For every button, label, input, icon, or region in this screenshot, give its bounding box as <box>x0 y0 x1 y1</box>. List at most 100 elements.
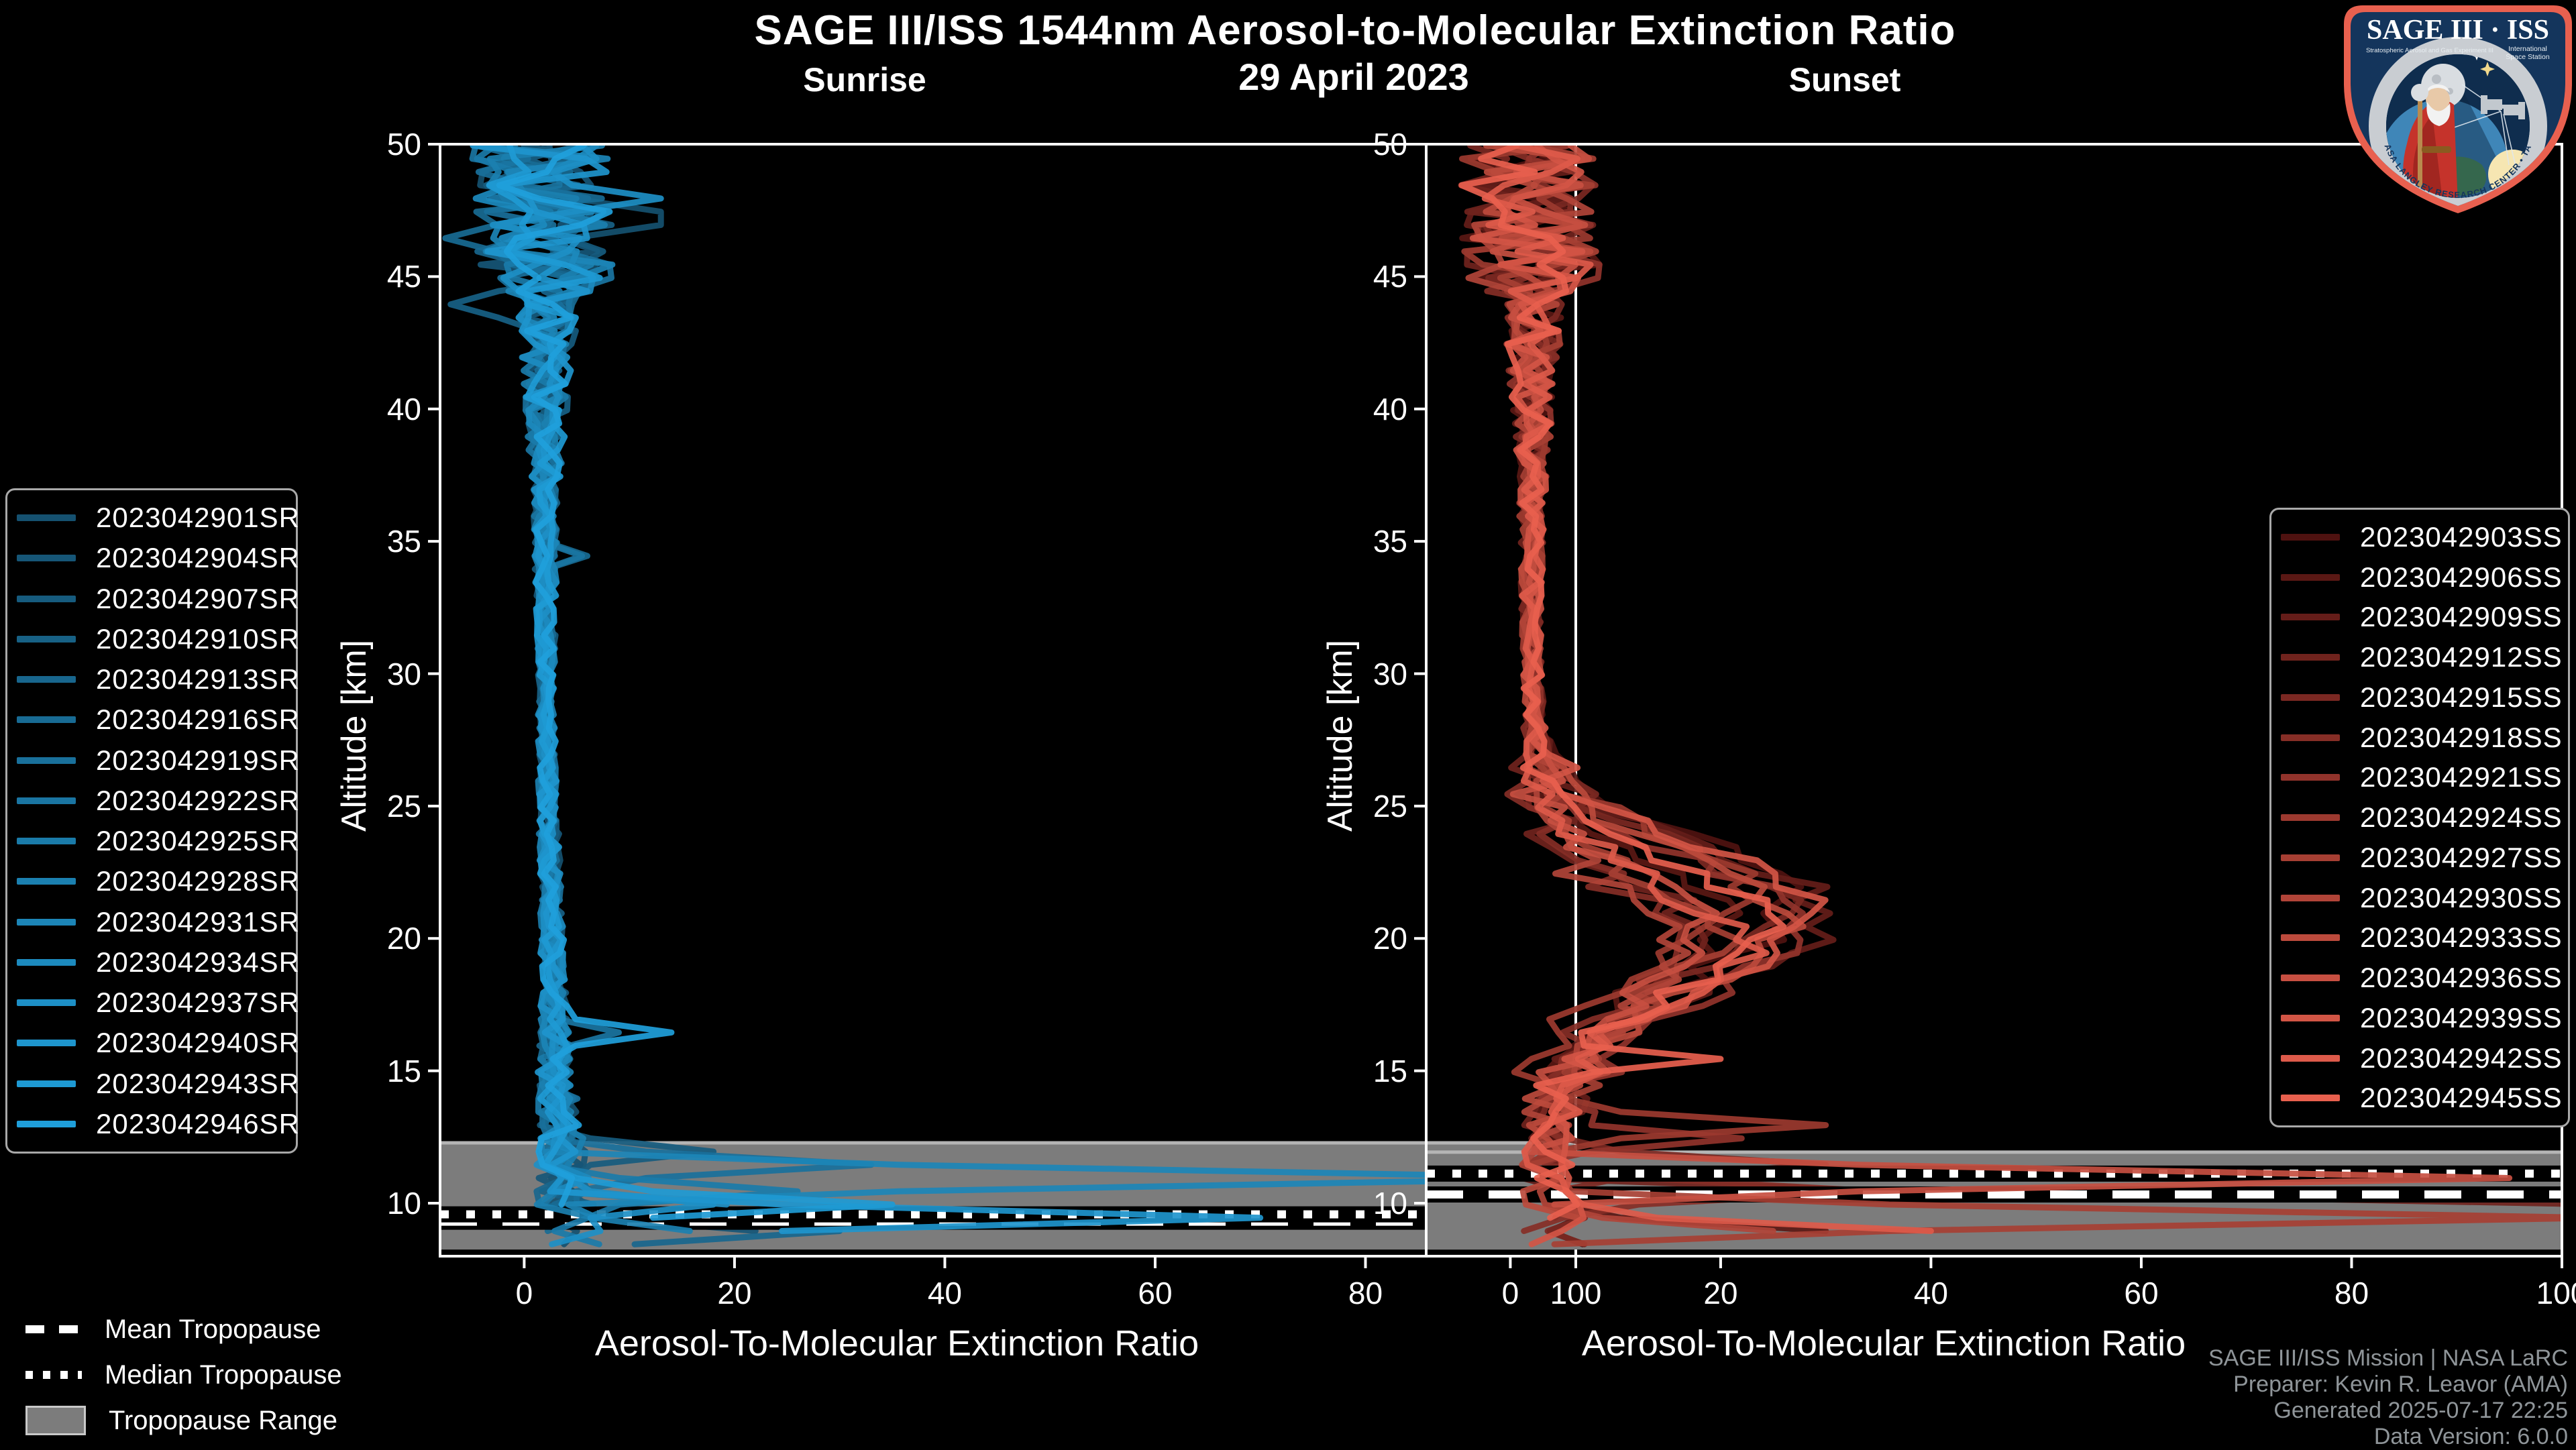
y-tick-label: 15 <box>342 1053 421 1089</box>
xlabel-sunset: Aerosol-To-Molecular Extinction Ratio <box>1582 1323 2186 1364</box>
legend-series-label: 2023042934SR <box>96 946 300 979</box>
x-tick-label: 0 <box>516 1275 533 1311</box>
date-subtitle: 29 April 2023 <box>1238 55 1468 99</box>
y-tick-label: 50 <box>342 126 421 162</box>
series-color-swatch <box>17 797 76 804</box>
series-color-swatch <box>2281 854 2340 861</box>
y-tick-label: 35 <box>1328 523 1407 559</box>
figure-title: SAGE III/ISS 1544nm Aerosol-to-Molecular… <box>754 7 1955 54</box>
legend-item: 2023042942SS <box>2271 1039 2568 1078</box>
attribution-block: SAGE III/ISS Mission | NASA LaRC Prepare… <box>2208 1345 2568 1450</box>
series-color-swatch <box>17 1121 76 1127</box>
legend-series-label: 2023042910SR <box>96 623 300 655</box>
panel-title-sunset: Sunset <box>1789 60 1901 99</box>
series-color-swatch <box>2281 814 2340 821</box>
panel-sunrise <box>440 146 1597 1249</box>
series-color-swatch <box>2281 1015 2340 1021</box>
series-color-swatch <box>2281 534 2340 541</box>
legend-series-label: 2023042936SS <box>2360 962 2563 994</box>
legend-series-label: 2023042918SS <box>2360 722 2563 754</box>
legend-series-label: 2023042937SR <box>96 987 300 1019</box>
profile-line-2023042904SR <box>480 146 755 1231</box>
series-color-swatch <box>17 1080 76 1087</box>
legend-series-label: 2023042945SS <box>2360 1082 2563 1114</box>
legend-item: 2023042924SS <box>2271 798 2568 837</box>
series-color-swatch <box>2281 974 2340 981</box>
legend-series-label: 2023042916SR <box>96 704 300 736</box>
y-tick-label: 35 <box>342 523 421 559</box>
legend-item-tropopause-range: Tropopause Range <box>20 1398 342 1443</box>
y-tick-label: 50 <box>1328 126 1407 162</box>
legend-series-label: 2023042942SS <box>2360 1042 2563 1074</box>
legend-item: 2023042903SS <box>2271 518 2568 557</box>
logo-title: SAGE III · ISS <box>2367 15 2549 46</box>
legend-series-label: 2023042906SS <box>2360 561 2563 594</box>
profile-line-2023042928SR <box>486 146 690 1231</box>
series-color-swatch <box>2281 654 2340 661</box>
legend-item: 2023042937SR <box>7 983 296 1022</box>
legend-item: 2023042925SR <box>7 822 296 860</box>
tropopause-legend: Mean Tropopause Median Tropopause Tropop… <box>20 1306 342 1443</box>
logo-subtitle-right-1: International <box>2508 45 2547 53</box>
legend-series-label: 2023042928SR <box>96 865 300 897</box>
legend-series-label: 2023042919SR <box>96 744 300 777</box>
legend-item: 2023042943SR <box>7 1064 296 1103</box>
legend-item: 2023042918SS <box>2271 718 2568 757</box>
legend-series-label: 2023042922SR <box>96 785 300 817</box>
y-tick-label: 25 <box>1328 788 1407 824</box>
legend-item: 2023042945SS <box>2271 1078 2568 1117</box>
mission-credit: SAGE III/ISS Mission | NASA LaRC <box>2208 1345 2568 1372</box>
x-tick-label: 20 <box>717 1275 751 1311</box>
legend-series-label: 2023042907SR <box>96 583 300 615</box>
legend-item: 2023042912SS <box>2271 638 2568 677</box>
y-tick-label: 20 <box>342 920 421 956</box>
y-tick-label: 40 <box>342 391 421 427</box>
dotted-line-swatch <box>25 1371 82 1379</box>
y-tick-label: 10 <box>1328 1185 1407 1221</box>
legend-item: 2023042940SR <box>7 1023 296 1062</box>
legend-series-label: 2023042946SR <box>96 1108 300 1140</box>
legend-series-label: 2023042943SR <box>96 1068 300 1100</box>
legend-series-label: 2023042921SS <box>2360 761 2563 793</box>
legend-item: 2023042931SR <box>7 903 296 942</box>
x-tick-label: 80 <box>1348 1275 1383 1311</box>
series-color-swatch <box>17 636 76 643</box>
x-tick-label: 20 <box>1703 1275 1737 1311</box>
logo-subtitle-left: Stratospheric Aerosol and Gas Experiment… <box>2366 47 2493 54</box>
legend-item: 2023042921SS <box>2271 758 2568 797</box>
x-tick-label: 100 <box>2536 1275 2576 1311</box>
legend-series-label: 2023042912SS <box>2360 641 2563 673</box>
axes-frame <box>440 144 1576 1256</box>
series-color-swatch <box>17 838 76 844</box>
series-color-swatch <box>2281 1055 2340 1062</box>
legend-item: 2023042933SS <box>2271 918 2568 957</box>
legend-item: 2023042934SR <box>7 943 296 982</box>
dashed-line-swatch <box>25 1325 82 1333</box>
series-color-swatch <box>2281 895 2340 901</box>
series-color-swatch <box>17 514 76 521</box>
legend-series-label: 2023042904SR <box>96 542 300 574</box>
legend-item: 2023042927SS <box>2271 838 2568 877</box>
series-color-swatch <box>17 919 76 926</box>
legend-item: 2023042930SS <box>2271 879 2568 917</box>
series-color-swatch <box>2281 734 2340 741</box>
series-color-swatch <box>17 1040 76 1046</box>
y-tick-label: 25 <box>342 788 421 824</box>
data-version: Data Version: 6.0.0 <box>2208 1424 2568 1450</box>
series-color-swatch <box>17 676 76 683</box>
series-color-swatch <box>2281 1095 2340 1101</box>
y-tick-label: 20 <box>1328 920 1407 956</box>
legend-item: 2023042922SR <box>7 781 296 820</box>
legend-item-median-tropopause: Median Tropopause <box>20 1352 342 1398</box>
legend-series-label: 2023042939SS <box>2360 1002 2563 1034</box>
x-tick-label: 60 <box>2124 1275 2158 1311</box>
tropopause-range-label: Tropopause Range <box>109 1406 337 1436</box>
y-tick-label: 15 <box>1328 1053 1407 1089</box>
legend-series-label: 2023042927SS <box>2360 842 2563 874</box>
x-tick-label: 0 <box>1502 1275 1519 1311</box>
legend-item: 2023042936SS <box>2271 958 2568 997</box>
y-tick-label: 45 <box>342 258 421 294</box>
legend-item: 2023042916SR <box>7 700 296 739</box>
series-color-swatch <box>2281 694 2340 701</box>
